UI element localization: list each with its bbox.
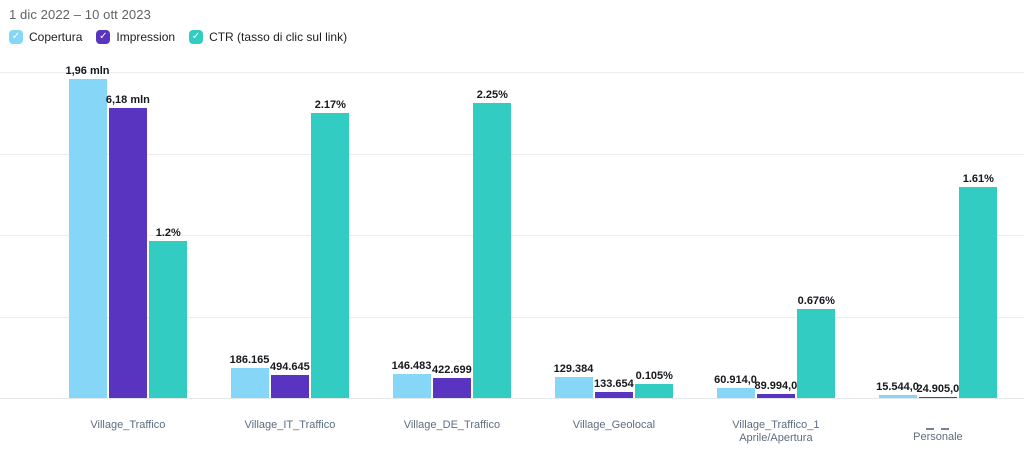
category-label-text: Village_DE_Traffico bbox=[403, 419, 501, 431]
gridline bbox=[0, 235, 1024, 236]
bar-copertura[interactable] bbox=[554, 376, 593, 398]
legend-item-impression[interactable]: ✓ Impression bbox=[96, 30, 175, 44]
bar-impression[interactable] bbox=[594, 391, 633, 398]
bar-ctr[interactable] bbox=[149, 240, 188, 398]
checkbox-checked-icon: ✓ bbox=[96, 30, 111, 44]
category-label-text: Village_Traffico bbox=[90, 419, 166, 431]
value-label-copertura: 186.165 bbox=[229, 353, 270, 366]
value-label-impression: 6,18 mln bbox=[105, 94, 150, 106]
gridline bbox=[0, 316, 1024, 318]
bar-copertura[interactable] bbox=[878, 395, 917, 398]
legend-item-ctr[interactable]: ✓ CTR (tasso di clic sul link) bbox=[189, 30, 347, 44]
value-label-copertura: 15.544,0 bbox=[876, 381, 919, 394]
category-label: Personale bbox=[847, 419, 1024, 444]
category-label-text: Village_Traffico_1 Aprile/Apertura bbox=[732, 419, 820, 444]
category-label-text: Personale bbox=[913, 431, 963, 443]
category-label: Village_Geolocal bbox=[523, 419, 705, 432]
value-label-ctr: 1.61% bbox=[962, 172, 994, 185]
bar-ctr[interactable] bbox=[311, 113, 350, 398]
bar-copertura[interactable] bbox=[716, 388, 755, 398]
bar-copertura[interactable] bbox=[68, 79, 107, 398]
value-label-impression: 422.699 bbox=[432, 364, 472, 377]
legend-item-copertura[interactable]: ✓ Copertura bbox=[9, 30, 82, 44]
value-label-copertura: 146.483 bbox=[391, 360, 432, 373]
bar-impression[interactable] bbox=[270, 374, 309, 398]
bar-copertura[interactable] bbox=[230, 367, 269, 398]
legend-item-label: Impression bbox=[116, 30, 176, 44]
value-label-copertura: 1,96 mln bbox=[65, 65, 110, 77]
value-label-ctr: 0.105% bbox=[635, 370, 673, 383]
bar-ctr[interactable] bbox=[797, 309, 836, 398]
chart-legend: ✓ Copertura ✓ Impression ✓ CTR (tasso di clic… bbox=[9, 30, 347, 44]
value-label-copertura: 60.914,0 bbox=[714, 374, 757, 387]
value-label-impression: 89.994,0 bbox=[754, 379, 798, 392]
category-label: Village_Traffico bbox=[37, 419, 219, 432]
bar-ctr[interactable] bbox=[473, 103, 512, 398]
category-label: Village_DE_Traffico bbox=[361, 419, 543, 432]
legend-item-label: Copertura bbox=[29, 30, 83, 44]
bar-copertura[interactable] bbox=[392, 374, 431, 398]
checkbox-checked-icon: ✓ bbox=[9, 30, 23, 44]
category-label: Village_IT_Traffico bbox=[199, 419, 381, 432]
value-label-impression: 494.645 bbox=[270, 360, 310, 373]
bar-ctr[interactable] bbox=[959, 186, 998, 398]
value-label-ctr: 2.25% bbox=[476, 89, 508, 101]
value-label-copertura: 129.384 bbox=[553, 362, 594, 375]
value-label-impression: 133.654 bbox=[594, 377, 634, 390]
gridline bbox=[0, 72, 1024, 73]
value-label-impression: 24.905,0 bbox=[916, 382, 960, 395]
bar-ctr[interactable] bbox=[635, 384, 674, 398]
date-range-label: 1 dic 2022 – 10 ott 2023 bbox=[9, 7, 151, 22]
checkbox-checked-icon: ✓ bbox=[189, 30, 204, 44]
bar-impression[interactable] bbox=[108, 108, 147, 398]
gridline bbox=[0, 153, 1024, 155]
category-label-text: Village_Geolocal bbox=[572, 419, 656, 431]
bar-impression[interactable] bbox=[918, 396, 957, 398]
category-label-text: Village_IT_Traffico bbox=[244, 419, 336, 431]
value-label-ctr: 1.2% bbox=[155, 226, 181, 239]
clipped-label-fragment bbox=[847, 419, 1024, 430]
legend-item-label: CTR (tasso di clic sul link) bbox=[209, 30, 348, 44]
gridline bbox=[0, 398, 1024, 399]
bar-impression[interactable] bbox=[756, 393, 795, 398]
category-label: Village_Traffico_1 Aprile/Apertura bbox=[685, 419, 867, 444]
value-label-ctr: 0.676% bbox=[797, 295, 835, 308]
value-label-ctr: 2.17% bbox=[314, 99, 346, 112]
bar-impression[interactable] bbox=[432, 378, 471, 398]
